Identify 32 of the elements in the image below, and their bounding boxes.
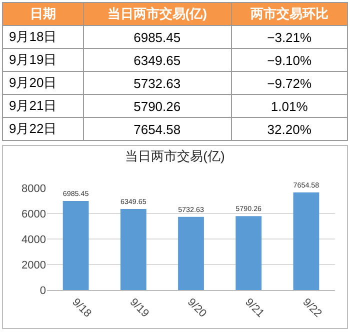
text: 9月20日 <box>9 75 57 90</box>
bar <box>293 192 320 290</box>
text: 1.01% <box>270 98 308 114</box>
text: 9月21日 <box>9 98 57 113</box>
y-tick-label: 6000 <box>22 208 46 220</box>
text: 9月18日 <box>9 29 57 44</box>
bar <box>120 209 146 290</box>
bar <box>236 216 262 290</box>
text: −3.21% <box>267 30 312 44</box>
x-tick-label: 9/18 <box>70 296 94 320</box>
text: 9月19日 <box>9 52 57 67</box>
text: 32.20% <box>267 122 312 136</box>
y-tick-label: 0 <box>40 284 46 297</box>
text: −9.72% <box>267 76 312 90</box>
bar <box>62 200 89 290</box>
text: 9月22日 <box>9 121 57 136</box>
y-tick-label: 2000 <box>22 259 46 272</box>
bar <box>178 216 204 290</box>
text: 6349.65 <box>134 52 181 68</box>
category-label: 当日两市交易(亿) <box>83 2 232 26</box>
x-tick-label: 9/20 <box>184 296 209 320</box>
x-tick-label: 9/19 <box>127 296 152 320</box>
text: 5732.63 <box>134 76 181 90</box>
y-tick-label: 4000 <box>22 234 46 246</box>
category-label: 日期 <box>2 2 84 26</box>
y-tick-label: 8000 <box>22 182 46 195</box>
text: 7654.58 <box>134 122 181 136</box>
chart-title: 当日两市交易(亿) <box>125 148 225 164</box>
category-label: 两市交易环比 <box>231 2 348 26</box>
text: −9.10% <box>267 52 312 68</box>
text: 6985.45 <box>134 30 181 44</box>
text: 5790.26 <box>134 98 181 114</box>
